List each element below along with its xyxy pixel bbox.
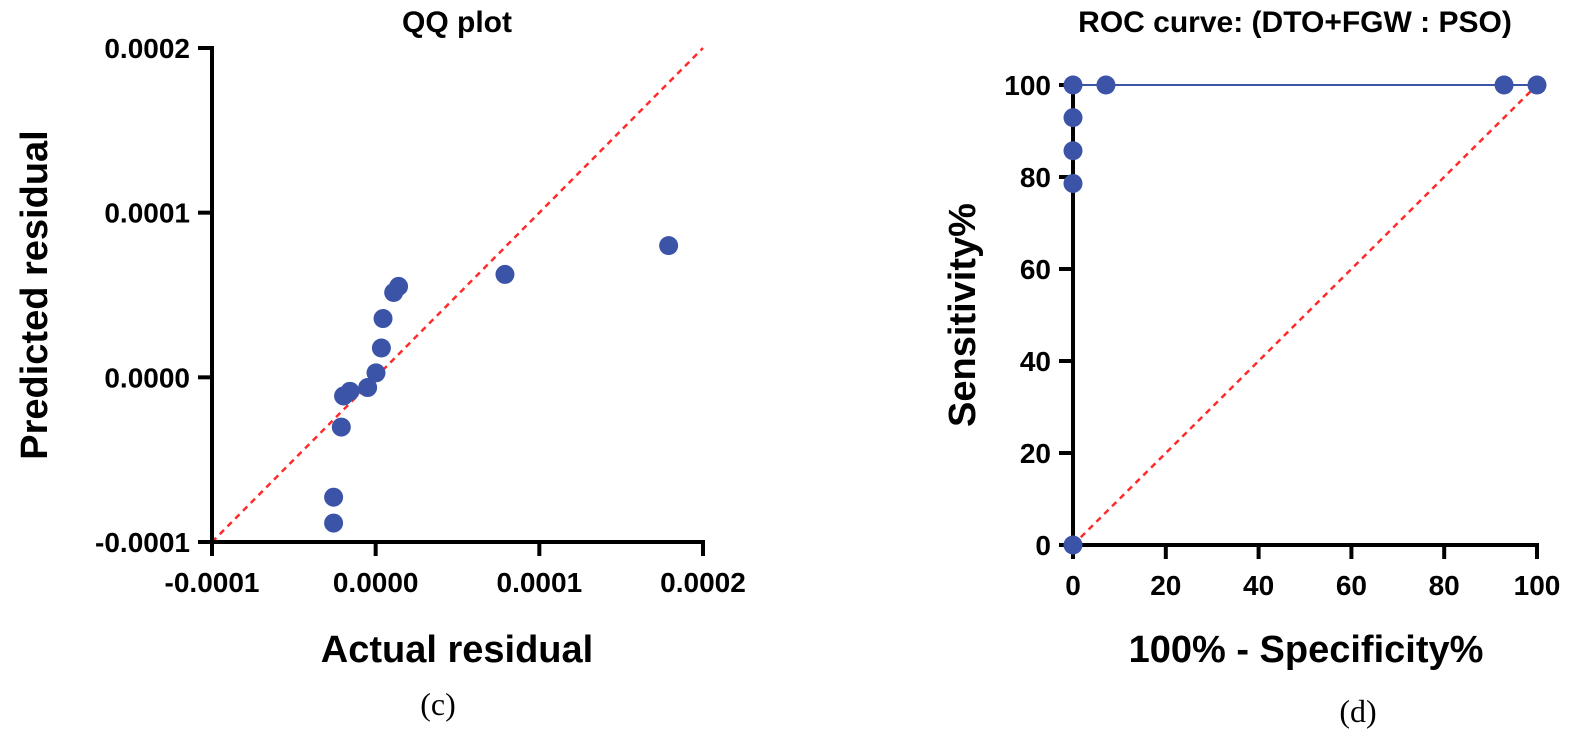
roc-y-tick-label: 0	[1035, 530, 1051, 561]
roc-x-tick-label: 40	[1243, 570, 1274, 601]
roc-y-tick-label: 100	[1004, 70, 1051, 101]
qq-points	[324, 236, 679, 533]
qq-data-point	[495, 264, 515, 284]
qq-data-point	[331, 417, 351, 437]
roc-x-tick-label: 100	[1514, 570, 1561, 601]
roc-axes: 0 20 40 60 80 100 0 20 40 60 80 100	[1004, 70, 1560, 601]
qq-data-point	[358, 378, 378, 398]
qq-x-tick-label: 0.0002	[660, 567, 746, 598]
qq-plot-title: QQ plot	[402, 6, 512, 39]
qq-data-point	[366, 363, 386, 383]
qq-plot-chart: QQ plot -0.0001 0.0000 0.0001 0.0002-0.0001…	[14, 6, 746, 722]
qq-data-point	[373, 309, 393, 329]
qq-x-tick-label: 0.0000	[333, 567, 419, 598]
roc-data-point	[1096, 75, 1116, 95]
roc-data-point	[1063, 141, 1083, 161]
roc-data-point	[1527, 75, 1547, 95]
roc-curve-chart: ROC curve: (DTO+FGW : PSO) 0 20 40 60 80 1000…	[942, 6, 1560, 729]
roc-x-tick-label: 0	[1065, 570, 1081, 601]
qq-y-tick-label: 0.0001	[104, 198, 190, 229]
roc-title: ROC curve: (DTO+FGW : PSO)	[1078, 6, 1512, 39]
roc-y-tick-label: 80	[1020, 162, 1051, 193]
roc-data-point	[1063, 173, 1083, 193]
roc-y-tick-label: 60	[1020, 254, 1051, 285]
qq-reference-line	[211, 47, 704, 543]
roc-x-tick-label: 80	[1429, 570, 1460, 601]
roc-x-axis-title: 100% - Specificity%	[1129, 629, 1484, 671]
roc-y-axis-title: Sensitivity%	[942, 203, 984, 427]
qq-data-point	[340, 381, 360, 401]
qq-data-point	[389, 276, 409, 296]
qq-y-tick-label: 0.0000	[104, 362, 190, 393]
roc-reference-line	[1072, 84, 1538, 546]
qq-x-tick-label: -0.0001	[165, 567, 260, 598]
qq-x-tick-label: 0.0001	[497, 567, 583, 598]
caption-c: (c)	[420, 686, 456, 722]
qq-y-tick-label: -0.0001	[95, 527, 190, 558]
roc-data-point	[1063, 108, 1083, 128]
qq-data-point	[324, 487, 344, 507]
roc-x-tick-label: 60	[1336, 570, 1367, 601]
roc-y-tick-label: 20	[1020, 438, 1051, 469]
roc-x-tick-label: 20	[1150, 570, 1181, 601]
roc-data-point	[1494, 75, 1514, 95]
qq-y-tick-label: 0.0002	[104, 33, 190, 64]
qq-axes: -0.0001 0.0000 0.0001 0.0002 -0.0001 0.0000 0.…	[95, 33, 746, 598]
qq-data-point	[371, 338, 391, 358]
roc-data-point	[1063, 535, 1083, 555]
caption-d: (d)	[1339, 693, 1376, 729]
roc-y-tick-label: 40	[1020, 346, 1051, 377]
roc-points	[1063, 75, 1547, 555]
qq-data-point	[659, 236, 679, 256]
qq-y-axis-title: Predicted residual	[14, 130, 56, 459]
qq-data-point	[324, 513, 344, 533]
roc-data-point	[1063, 75, 1083, 95]
qq-x-axis-title: Actual residual	[321, 629, 593, 671]
